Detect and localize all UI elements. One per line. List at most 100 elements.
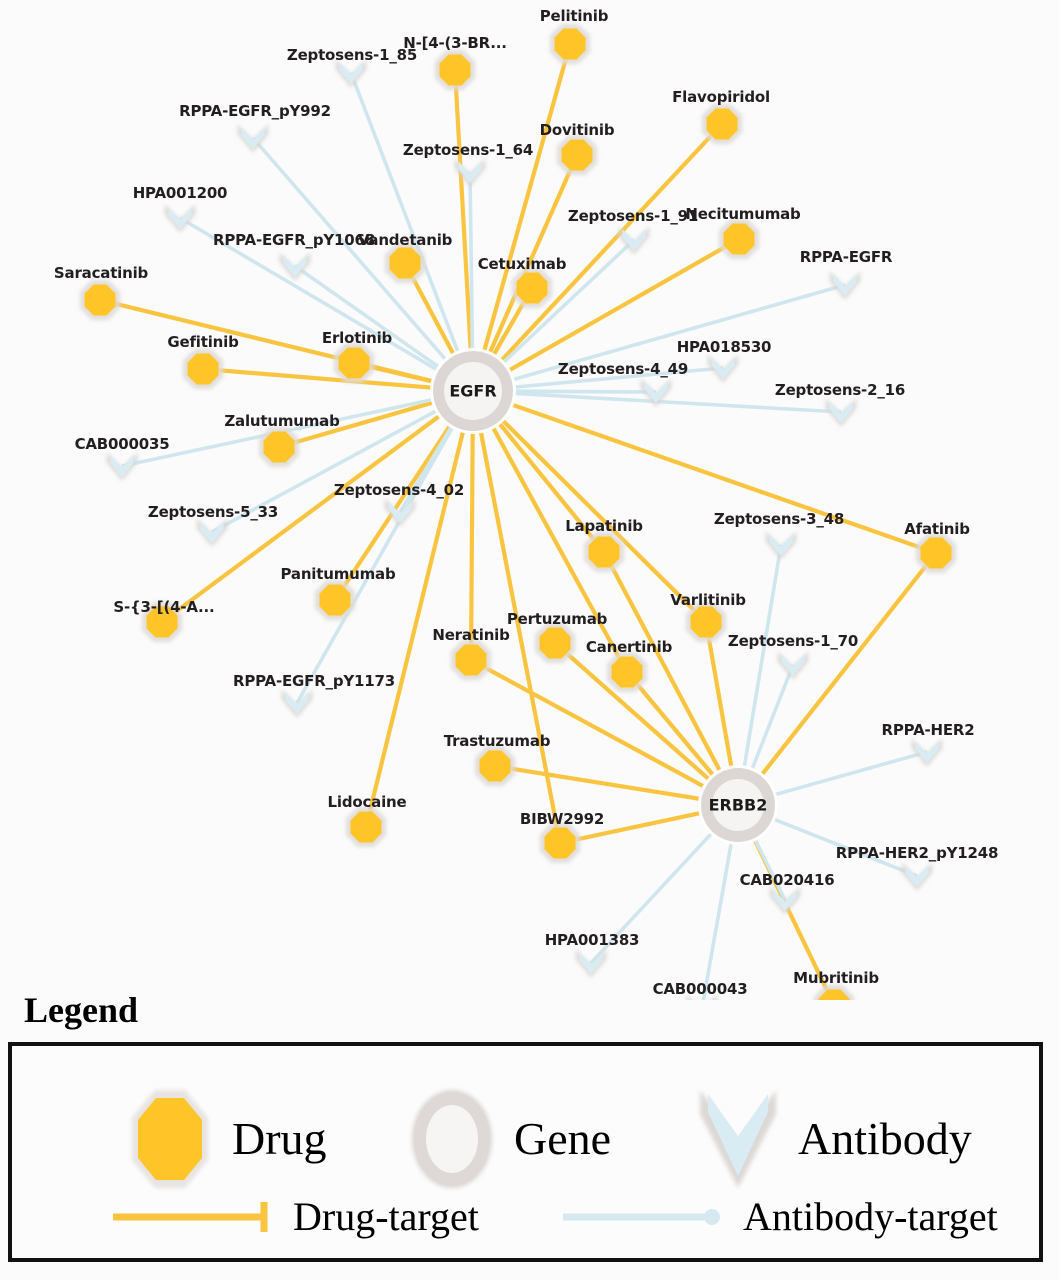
drug-node[interactable] — [183, 349, 223, 389]
antibody-target-edge — [510, 391, 842, 414]
legend-title: Legend — [24, 990, 139, 1030]
legend-label-gene: Gene — [514, 1113, 612, 1164]
antibody-node-glyph — [241, 127, 265, 150]
antibody-node-glyph — [773, 889, 797, 912]
drug-node[interactable] — [535, 623, 575, 663]
drug-target-edge — [486, 154, 579, 358]
gene-node[interactable] — [698, 765, 778, 845]
drug-target-edge — [498, 416, 708, 624]
drug-node[interactable] — [540, 823, 580, 863]
antibody-target-edge — [211, 407, 441, 534]
drug-node[interactable] — [334, 343, 374, 383]
drug-target-edge — [625, 670, 718, 780]
antibody-target-edge — [509, 283, 846, 383]
drug-node[interactable] — [435, 50, 475, 90]
antibody-node[interactable] — [777, 651, 809, 680]
drug-node-shape — [263, 431, 295, 463]
legend-panel: Legend Drug Gene — [0, 990, 1059, 1280]
gene-node-inner — [444, 362, 502, 420]
drug-node-shape — [818, 989, 850, 1000]
antibody-node-glyph — [168, 207, 192, 230]
legend-label-drug: Drug — [232, 1113, 327, 1164]
antibody-node[interactable] — [454, 158, 486, 187]
antibody-node-halo — [686, 994, 718, 1000]
antibody-node-glyph — [781, 654, 805, 677]
antibody-node[interactable] — [164, 204, 196, 233]
drug-node-shape — [319, 584, 351, 616]
antibody-node-glyph — [285, 692, 309, 715]
antibody-node-glyph — [833, 274, 857, 297]
drug-node[interactable] — [512, 268, 552, 308]
antibody-node[interactable] — [769, 886, 801, 915]
antibody-node[interactable] — [281, 689, 313, 718]
gene-node[interactable] — [430, 348, 516, 434]
antibody-target-edge — [179, 216, 442, 374]
drug-node[interactable] — [607, 652, 647, 692]
antibody-node-glyph — [711, 357, 735, 380]
antibody-node[interactable] — [196, 518, 228, 547]
antibody-node[interactable] — [335, 59, 367, 88]
gene-nodes-layer — [430, 348, 778, 845]
antibody-target-edge — [701, 839, 734, 1000]
antibody-node[interactable] — [237, 124, 269, 153]
drug-node-shape — [479, 750, 511, 782]
drug-node[interactable] — [315, 580, 355, 620]
antibody-target-edge-icon — [563, 1209, 720, 1225]
antibody-node[interactable] — [279, 252, 311, 281]
antibody-node[interactable] — [686, 994, 718, 1000]
gene-donut-icon — [412, 1090, 492, 1188]
antibody-node[interactable] — [618, 226, 650, 255]
drug-node[interactable] — [916, 533, 956, 573]
drug-node[interactable] — [719, 219, 759, 259]
drug-octagon-icon — [132, 1090, 208, 1188]
drug-node-shape — [146, 606, 178, 638]
drug-node[interactable] — [142, 602, 182, 642]
drug-node[interactable] — [584, 532, 624, 572]
antibody-target-edge — [510, 366, 724, 390]
drug-node[interactable] — [550, 24, 590, 64]
antibody-node[interactable] — [106, 452, 138, 481]
antibody-node[interactable] — [911, 738, 943, 767]
drug-node[interactable] — [451, 640, 491, 680]
antibody-target-edge — [749, 664, 795, 774]
antibody-node[interactable] — [901, 862, 933, 891]
antibody-target-edge — [771, 750, 928, 798]
drug-node[interactable] — [385, 243, 425, 283]
drug-target-edge — [504, 237, 741, 374]
antibody-node[interactable] — [707, 354, 739, 383]
antibody-node-glyph — [388, 501, 412, 524]
drug-node[interactable] — [259, 427, 299, 467]
network-svg — [80, 24, 956, 1000]
drug-node-shape — [554, 28, 586, 60]
drug-target-edge — [494, 763, 704, 802]
drug-node-shape — [389, 247, 421, 279]
drug-target-edge — [703, 621, 735, 771]
antibody-node[interactable] — [765, 531, 797, 560]
drug-target-edge — [468, 428, 475, 661]
drug-node-shape — [723, 223, 755, 255]
drug-target-edge — [602, 551, 724, 776]
drug-node[interactable] — [686, 602, 726, 642]
drug-node[interactable] — [80, 280, 120, 320]
legend-item-gene: Gene — [404, 1084, 611, 1194]
drug-node-shape — [611, 656, 643, 688]
legend-label-drug-target: Drug-target — [293, 1194, 479, 1239]
drug-node[interactable] — [702, 104, 742, 144]
antibody-node-glyph — [905, 865, 929, 888]
drug-node-shape — [516, 272, 548, 304]
antibody-node[interactable] — [640, 378, 672, 407]
antibody-node[interactable] — [829, 271, 861, 300]
antibody-target-edge — [499, 238, 636, 367]
antibody-node-glyph — [622, 229, 646, 252]
drug-node-shape — [690, 606, 722, 638]
antibody-node[interactable] — [825, 398, 857, 427]
drug-node[interactable] — [814, 985, 854, 1000]
drug-node[interactable] — [475, 746, 515, 786]
antibody-target-edge — [589, 829, 716, 965]
drug-node[interactable] — [557, 135, 597, 175]
antibody-node[interactable] — [384, 498, 416, 527]
drug-node[interactable] — [346, 807, 386, 847]
antibody-node-glyph — [339, 62, 363, 85]
antibody-node[interactable] — [575, 949, 607, 978]
drug-node-shape — [706, 108, 738, 140]
